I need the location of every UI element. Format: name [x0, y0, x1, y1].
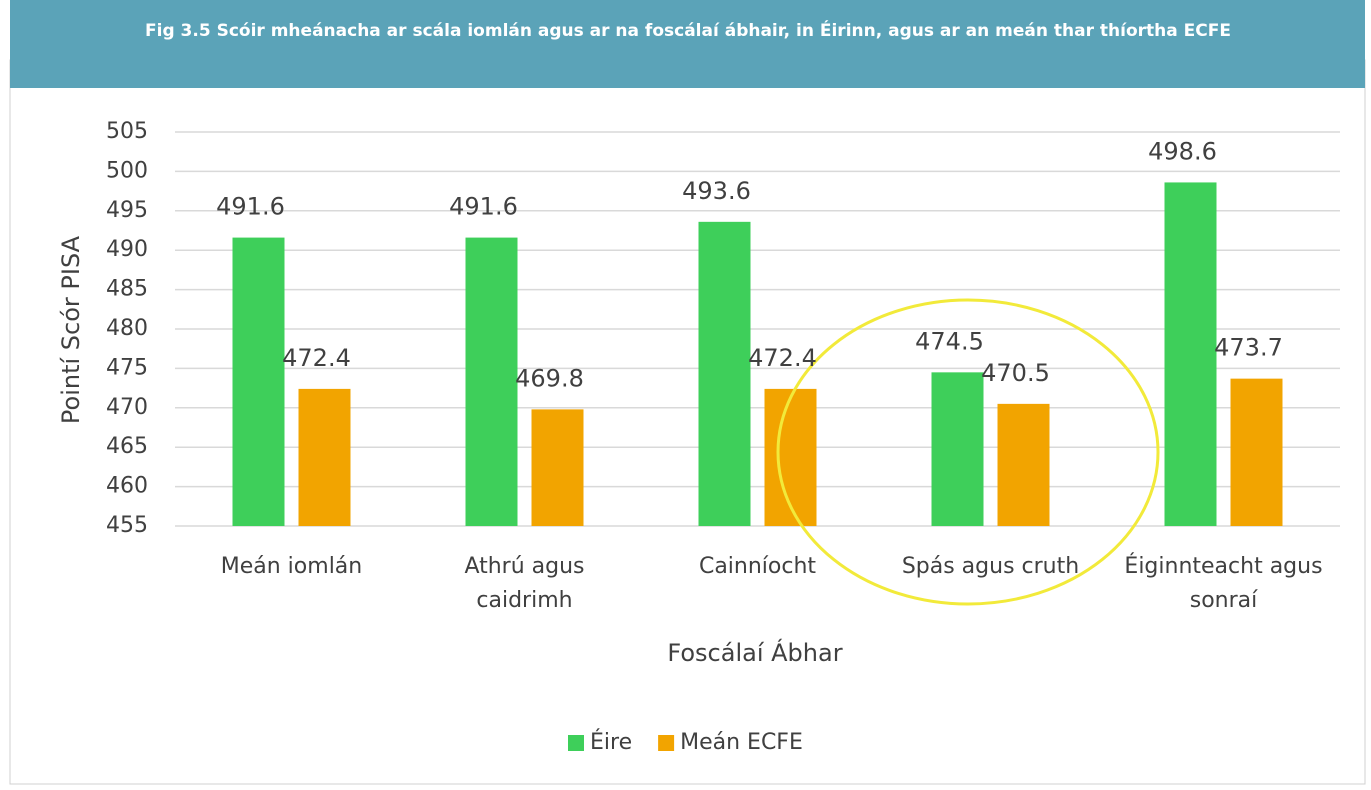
y-tick-label: 485 — [106, 277, 148, 302]
y-tick-label: 475 — [106, 355, 148, 380]
highlight-circle — [776, 298, 1160, 606]
legend-label: Éire — [590, 729, 632, 755]
y-tick-label: 465 — [106, 434, 148, 459]
x-tick-label: Cainníocht — [698, 554, 817, 579]
y-tick-label: 470 — [106, 395, 148, 420]
header-band — [10, 0, 1365, 88]
data-label: 498.6 — [1148, 137, 1217, 165]
x-tick-label: Meán iomlán — [220, 554, 363, 579]
bar — [931, 372, 984, 526]
x-tick-label: Athrú agus caidrimh — [464, 554, 585, 613]
data-label: 472.4 — [282, 344, 351, 372]
x-tick-label: Spás agus cruth — [901, 554, 1080, 579]
y-tick-label: 455 — [106, 513, 148, 538]
x-tick-label: Éiginnteacht agus sonraí — [1124, 554, 1323, 613]
data-label: 470.5 — [981, 359, 1050, 387]
bar — [1164, 182, 1217, 526]
legend-swatch — [568, 735, 584, 751]
data-label: 491.6 — [449, 193, 518, 221]
data-label: 472.4 — [748, 344, 817, 372]
data-label: 493.6 — [682, 177, 751, 205]
legend-label: Meán ECFE — [680, 730, 803, 755]
bar — [997, 403, 1050, 526]
y-tick-label: 505 — [106, 119, 148, 144]
y-tick-label: 490 — [106, 237, 148, 262]
x-axis-title: Foscálaí Ábhar — [667, 638, 842, 667]
y-tick-label: 480 — [106, 316, 148, 341]
y-tick-label: 460 — [106, 474, 148, 499]
y-tick-label: 495 — [106, 198, 148, 223]
bar — [531, 409, 584, 526]
bar — [1230, 378, 1283, 526]
data-label: 491.6 — [216, 193, 285, 221]
bar — [232, 237, 285, 527]
data-label: 473.7 — [1214, 334, 1283, 362]
chart-title: Fig 3.5 Scóir mheánacha ar scála iomlán … — [145, 19, 1231, 41]
y-tick-label: 500 — [106, 158, 148, 183]
bar — [298, 388, 351, 526]
y-axis-title: Pointí Scór PISA — [57, 235, 85, 424]
data-label: 474.5 — [915, 327, 984, 355]
data-label: 469.8 — [515, 364, 584, 392]
bar — [698, 221, 751, 526]
bar — [465, 237, 518, 527]
legend-swatch — [658, 735, 675, 751]
